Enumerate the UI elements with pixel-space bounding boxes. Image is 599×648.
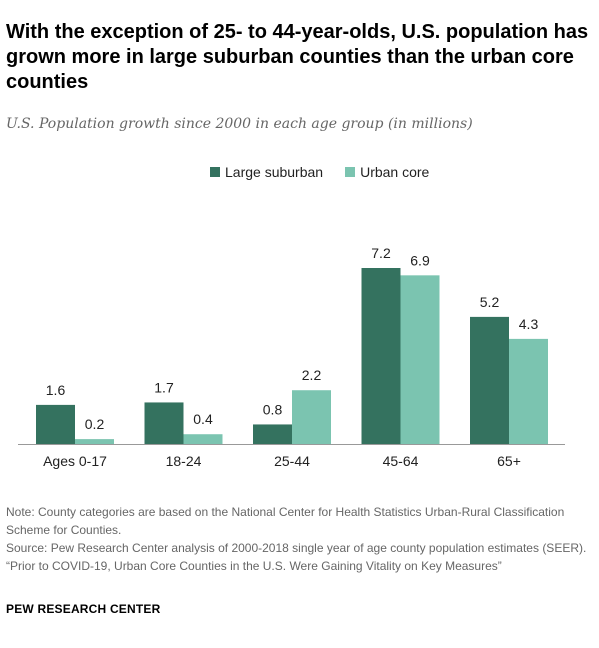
data-label-urban-core-2: 2.2 (302, 367, 322, 383)
bar-large-suburban-3 (361, 268, 401, 444)
chart-notes: Note: County categories are based on the… (6, 503, 591, 575)
x-tick-label-1: 18-24 (166, 453, 202, 469)
data-label-urban-core-3: 6.9 (410, 252, 430, 268)
bar-large-suburban-2 (253, 424, 292, 444)
bar-urban-core-3 (400, 275, 440, 444)
chart-title: With the exception of 25- to 44-year-old… (6, 21, 589, 93)
chart-subtitle: U.S. Population growth since 2000 in eac… (6, 116, 473, 132)
bar-urban-core-4 (509, 338, 548, 444)
x-tick-label-2: 25-44 (274, 453, 310, 469)
data-label-urban-core-0: 0.2 (85, 416, 105, 432)
data-label-large-suburban-0: 1.6 (46, 382, 66, 398)
bar-urban-core-1 (183, 434, 223, 444)
x-tick-label-4: 65+ (497, 453, 521, 469)
report-title: “Prior to COVID-19, Urban Core Counties … (6, 559, 502, 573)
bar-large-suburban-0 (36, 404, 75, 444)
source-text: Source: Pew Research Center analysis of … (6, 541, 587, 555)
legend-item-urban-core: Urban core (345, 164, 429, 180)
data-label-large-suburban-1: 1.7 (154, 379, 174, 395)
bar-large-suburban-1 (144, 402, 184, 444)
data-label-large-suburban-3: 7.2 (371, 245, 391, 261)
data-label-urban-core-4: 4.3 (519, 316, 539, 332)
legend-label-urban-core: Urban core (360, 164, 430, 180)
bar-large-suburban-4 (470, 316, 509, 444)
data-label-large-suburban-2: 0.8 (263, 401, 283, 417)
legend-item-large-suburban: Large suburban (210, 164, 323, 180)
note-text: Note: County categories are based on the… (6, 505, 565, 537)
bar-urban-core-0 (75, 439, 114, 444)
legend-swatch-large-suburban (210, 167, 220, 177)
x-tick-label-0: Ages 0-17 (43, 453, 107, 469)
bar-urban-core-2 (292, 390, 331, 444)
legend-label-large-suburban: Large suburban (225, 164, 324, 180)
legend-swatch-urban-core (345, 167, 356, 177)
data-label-large-suburban-4: 5.2 (480, 294, 500, 310)
brand-logo-text: PEW RESEARCH CENTER (6, 602, 161, 616)
x-tick-label-3: 45-64 (383, 453, 419, 469)
data-label-urban-core-1: 0.4 (193, 411, 213, 427)
chart-legend: Large suburban Urban core (210, 164, 451, 180)
bar-chart: 1.6 0.2 Ages 0-17 1.7 0.4 18-24 0.8 2.2 25-44 7.2… (18, 245, 565, 469)
